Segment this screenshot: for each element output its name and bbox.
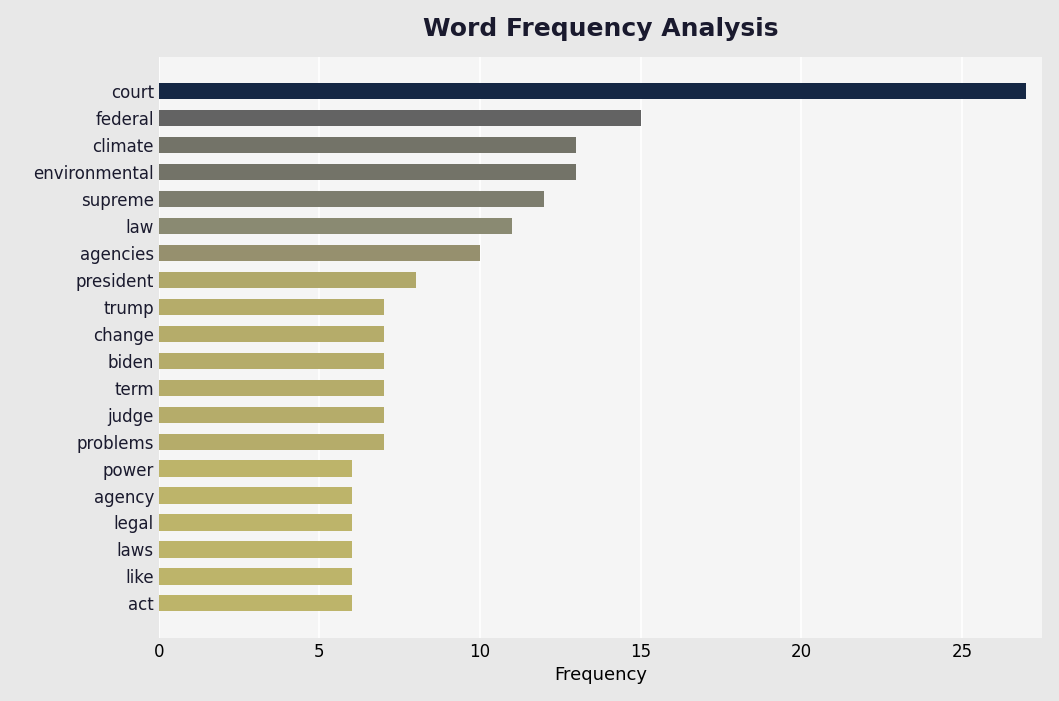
Bar	[159, 487, 352, 503]
Title: Word Frequency Analysis: Word Frequency Analysis	[423, 17, 778, 41]
Bar	[159, 541, 352, 557]
Bar	[159, 407, 383, 423]
Bar	[159, 83, 1026, 99]
Bar	[159, 164, 576, 180]
Bar	[159, 433, 383, 449]
Bar	[159, 191, 544, 207]
X-axis label: Frequency: Frequency	[554, 667, 647, 684]
Bar	[159, 515, 352, 531]
Bar	[159, 245, 480, 261]
Bar	[159, 569, 352, 585]
Bar	[159, 218, 513, 234]
Bar	[159, 326, 383, 342]
Bar	[159, 595, 352, 611]
Bar	[159, 461, 352, 477]
Bar	[159, 110, 641, 126]
Bar	[159, 137, 576, 153]
Bar	[159, 353, 383, 369]
Bar	[159, 299, 383, 315]
Bar	[159, 272, 416, 288]
Bar	[159, 379, 383, 396]
